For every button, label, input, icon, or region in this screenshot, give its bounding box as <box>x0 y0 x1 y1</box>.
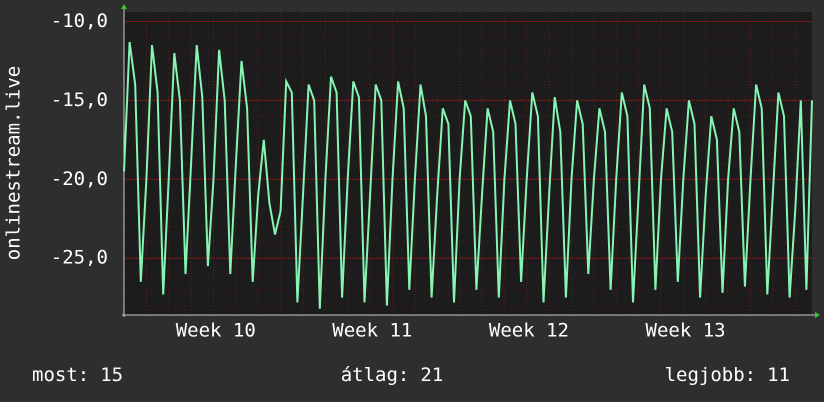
data-line <box>123 41 813 309</box>
y-tick-label: -15,0 <box>51 89 108 111</box>
stat-label: legjobb: <box>665 364 757 386</box>
x-tick-label: Week 13 <box>646 320 726 342</box>
axis-arrow <box>815 312 820 318</box>
y-tick-label: -20,0 <box>51 168 108 190</box>
axis-arrow <box>121 4 127 9</box>
stat-value: 11 <box>767 364 790 386</box>
x-tick-label: Week 12 <box>489 320 569 342</box>
stat: most: 15 <box>32 364 123 386</box>
y-tick-label: -10,0 <box>51 10 108 32</box>
x-tick-label: Week 11 <box>332 320 412 342</box>
stat: átlag: 21 <box>341 364 444 386</box>
stat-label: most: <box>32 364 89 386</box>
stat: legjobb: 11 <box>665 364 790 386</box>
y-axis-label: onlinestream.live <box>3 66 25 260</box>
stat-value: 21 <box>420 364 443 386</box>
stat-label: átlag: <box>341 364 410 386</box>
y-tick-label: -25,0 <box>51 247 108 269</box>
stat-value: 15 <box>100 364 123 386</box>
x-tick-label: Week 10 <box>176 320 256 342</box>
